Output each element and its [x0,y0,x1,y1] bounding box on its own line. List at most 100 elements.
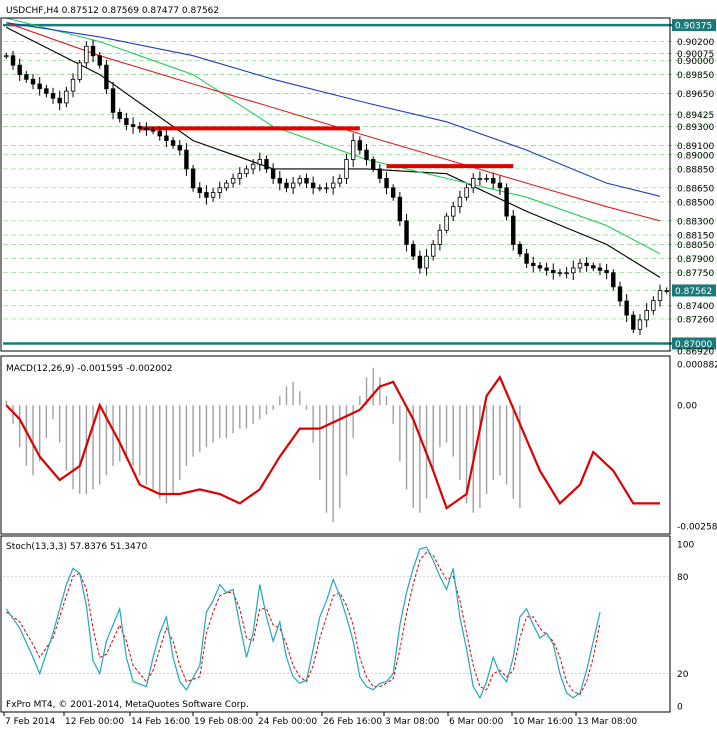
price-tick-label: 0.86920 [677,348,714,358]
time-tick-label: 19 Feb 08:00 [194,717,253,727]
candle-body [624,300,629,316]
price-tick-label: 0.88500 [677,198,714,208]
stoch-tick-label: 80 [677,573,689,583]
price-tick-label: 0.87750 [677,269,714,279]
candle-body [70,78,76,92]
time-tick-label: 24 Feb 00:00 [258,717,317,727]
candle-body [604,269,609,274]
candle-body [50,93,56,99]
candle-body [170,140,176,146]
stoch-main-line [5,546,601,700]
price-tick-label: 0.88850 [677,165,714,175]
candle-body [250,163,256,170]
level-tag [672,19,716,32]
panel-frame [0,17,671,352]
candle-body [644,310,649,321]
copyright-notice: FxPro MT4, © 2001-2014, MetaQuotes Softw… [6,700,249,710]
candle-body [197,187,202,193]
panel-frame [0,355,671,535]
candle-body [330,182,336,189]
stochastic-panel: 100 80 20 0 [3,541,694,713]
candle-body [317,187,323,190]
candle-body [257,159,262,165]
candle-body [84,45,89,64]
price-tick-label: 0.87562 [675,287,712,297]
candle-body [390,187,396,198]
macd-tick-label: 0.00 [677,402,697,412]
candle-body [277,177,283,184]
moving-average-3 [6,22,661,222]
chart-title: USDCHF,H4 0.87512 0.87569 0.87477 0.8756… [6,6,219,16]
candle-body [517,244,523,255]
candle-body [177,144,182,151]
time-tick-label: 26 Feb 16:00 [323,717,382,727]
candle-body [124,118,129,125]
time-axis: 7 Feb 2014 12 Feb 00:00 14 Feb 16:00 19 Feb… [3,712,637,727]
candle-body [150,129,156,132]
candle-body [4,55,9,58]
candle-body [637,319,643,330]
candle-body [224,182,229,189]
time-tick-label: 14 Feb 16:00 [131,717,190,727]
candle-body [411,244,416,257]
candle-body [184,149,189,170]
candle-body [597,267,603,271]
macd-panel: 0.000882 0.00 -0.002584 [5,361,717,533]
candle-body [511,215,516,245]
candle-body [217,187,222,193]
candle-body [24,74,29,80]
price-tick-label: 0.87400 [677,302,714,312]
candle-body [237,173,242,179]
candle-body [657,290,663,301]
candle-body [451,206,456,217]
candle-body [344,159,349,179]
candle-body [284,182,289,189]
candle-body [631,314,636,330]
stoch-tick-label: 0 [677,703,683,713]
candle-body [571,267,576,274]
candle-body [484,177,489,180]
candle-body [617,286,623,302]
candle-body [117,111,122,119]
candle-body [244,168,249,175]
candle-body [437,229,443,245]
candle-body [384,177,389,189]
time-tick-label: 12 Feb 00:00 [65,717,124,727]
moving-average-1 [6,26,661,278]
candle-body [651,300,656,311]
time-tick-label: 13 Mar 08:00 [577,717,637,727]
candle-body [524,253,529,264]
time-tick-label: 6 Mar 00:00 [449,717,504,727]
price-tick-label: 0.89100 [677,142,714,152]
time-tick-label: 10 Mar 16:00 [513,717,573,727]
candle-body [464,187,469,198]
candle-body [370,159,376,170]
candle-body [130,124,136,127]
candle-body [10,55,16,66]
candle-body [97,55,102,66]
candle-body [477,177,483,180]
candle-body [337,177,343,184]
candle-body [37,83,42,90]
stochastic-title: Stoch(13,3,3) 57.8376 51.3470 [6,542,147,552]
candle-body [397,196,403,222]
candle-body [591,265,596,269]
stoch-tick-label: 100 [677,541,694,551]
price-tick-label: 0.90075 [677,50,714,60]
candle-body [557,272,563,275]
moving-average-4 [6,22,661,197]
candle-body [57,97,62,104]
candle-body [444,215,449,231]
price-tick-label: 0.88050 [677,241,714,251]
candle-body [491,177,496,184]
candle-body [204,192,209,198]
candle-body [537,265,543,269]
price-tick-label: 0.89000 [677,151,714,161]
candle-body [471,177,476,189]
candle-body [584,262,589,267]
candle-body [377,168,383,179]
candle-body [230,177,236,184]
candle-body [144,127,149,131]
price-tick-label: 0.89300 [677,123,714,133]
candle-body [77,62,82,80]
